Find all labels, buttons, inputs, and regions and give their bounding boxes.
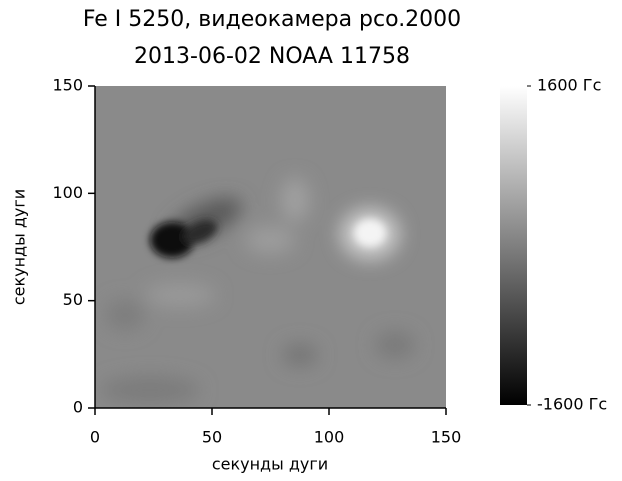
x-tick-label: 50 [202, 428, 222, 447]
chart-subtitle: 2013-06-02 NOAA 11758 [134, 44, 410, 69]
magnetogram [95, 86, 446, 408]
colorbar-tick-label: -1600 Гс [537, 395, 607, 414]
y-tick-label: 150 [52, 76, 83, 95]
x-axis-label: секунды дуги [212, 455, 328, 474]
colorbar [500, 86, 527, 405]
y-tick-label: 100 [52, 183, 83, 202]
x-tick-label: 100 [314, 428, 345, 447]
y-tick-label: 50 [63, 290, 83, 309]
y-tick-label: 0 [73, 398, 83, 417]
x-tick-label: 150 [431, 428, 462, 447]
y-axis-label: секунды дуги [10, 189, 29, 305]
colorbar-tick-label: 1600 Гс [537, 76, 601, 95]
chart-title: Fe I 5250, видеокамера pco.2000 [83, 7, 461, 32]
x-tick-label: 0 [90, 428, 100, 447]
